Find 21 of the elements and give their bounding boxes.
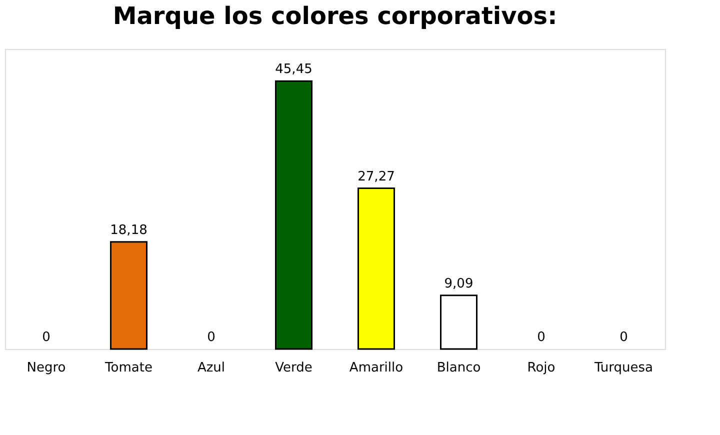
x-tick-label: Turquesa xyxy=(593,360,654,376)
data-label: 0 xyxy=(207,330,216,345)
bar xyxy=(275,80,312,350)
data-label: 18,18 xyxy=(110,222,148,238)
bar xyxy=(440,294,478,350)
bar xyxy=(110,241,148,350)
data-label: 45,45 xyxy=(275,62,312,78)
x-tick-label: Verde xyxy=(275,360,312,376)
data-label: 0 xyxy=(537,330,546,345)
data-label: 9,09 xyxy=(444,276,474,292)
x-tick-label: Blanco xyxy=(436,360,481,376)
x-tick-label: Tomate xyxy=(104,360,152,376)
data-label: 27,27 xyxy=(358,169,395,184)
data-label: 0 xyxy=(620,330,628,345)
x-tick-label: Rojo xyxy=(527,360,556,376)
x-tick-label: Azul xyxy=(197,360,226,376)
x-tick-label: Negro xyxy=(26,360,66,376)
x-tick-label: Amarillo xyxy=(349,360,404,376)
bar xyxy=(358,188,395,350)
data-label: 0 xyxy=(42,330,50,345)
chart-title: Marque los colores corporativos: xyxy=(112,2,558,30)
